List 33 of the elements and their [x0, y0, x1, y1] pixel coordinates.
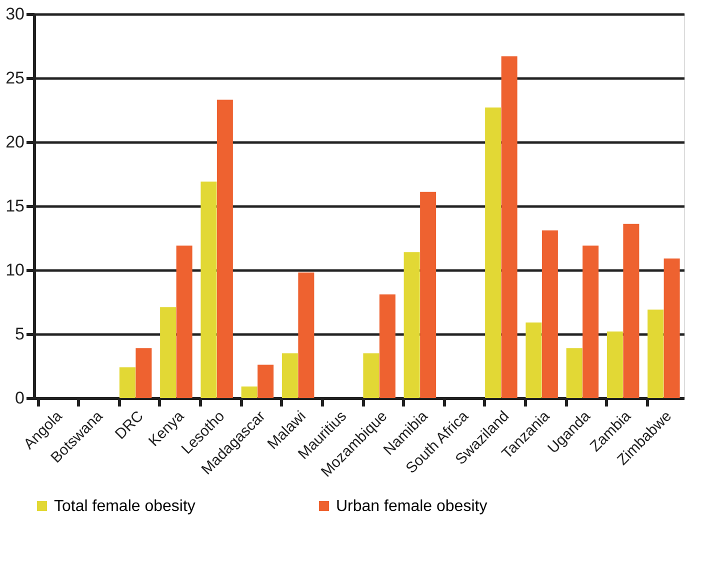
bar [582, 246, 599, 398]
bar [404, 252, 420, 398]
bar [216, 100, 233, 398]
bar [282, 353, 298, 398]
bar [664, 258, 680, 398]
bar [485, 107, 502, 398]
y-tick-label: 30 [6, 4, 24, 24]
bar [160, 307, 176, 398]
bar [258, 364, 274, 398]
bar [363, 353, 380, 398]
bar [606, 331, 623, 398]
bar [501, 56, 518, 398]
y-tick-label: 10 [6, 260, 24, 280]
y-tick-label: 25 [6, 68, 24, 88]
bar [241, 386, 258, 398]
legend-label: Urban female obesity [336, 498, 488, 515]
bar [136, 348, 152, 398]
y-tick-label: 5 [15, 324, 24, 344]
bar [526, 322, 542, 398]
legend-label: Total female obesity [54, 498, 196, 515]
bar [623, 224, 640, 398]
bar [420, 192, 436, 398]
y-tick-label: 0 [15, 388, 24, 408]
bar [176, 246, 192, 398]
bar [379, 294, 396, 398]
bar [566, 348, 582, 398]
bar [542, 230, 558, 398]
bar [200, 182, 217, 398]
bar [648, 310, 664, 398]
bar [298, 272, 314, 398]
y-tick-label: 15 [6, 196, 24, 216]
bar [119, 367, 136, 398]
y-tick-label: 20 [6, 132, 24, 152]
